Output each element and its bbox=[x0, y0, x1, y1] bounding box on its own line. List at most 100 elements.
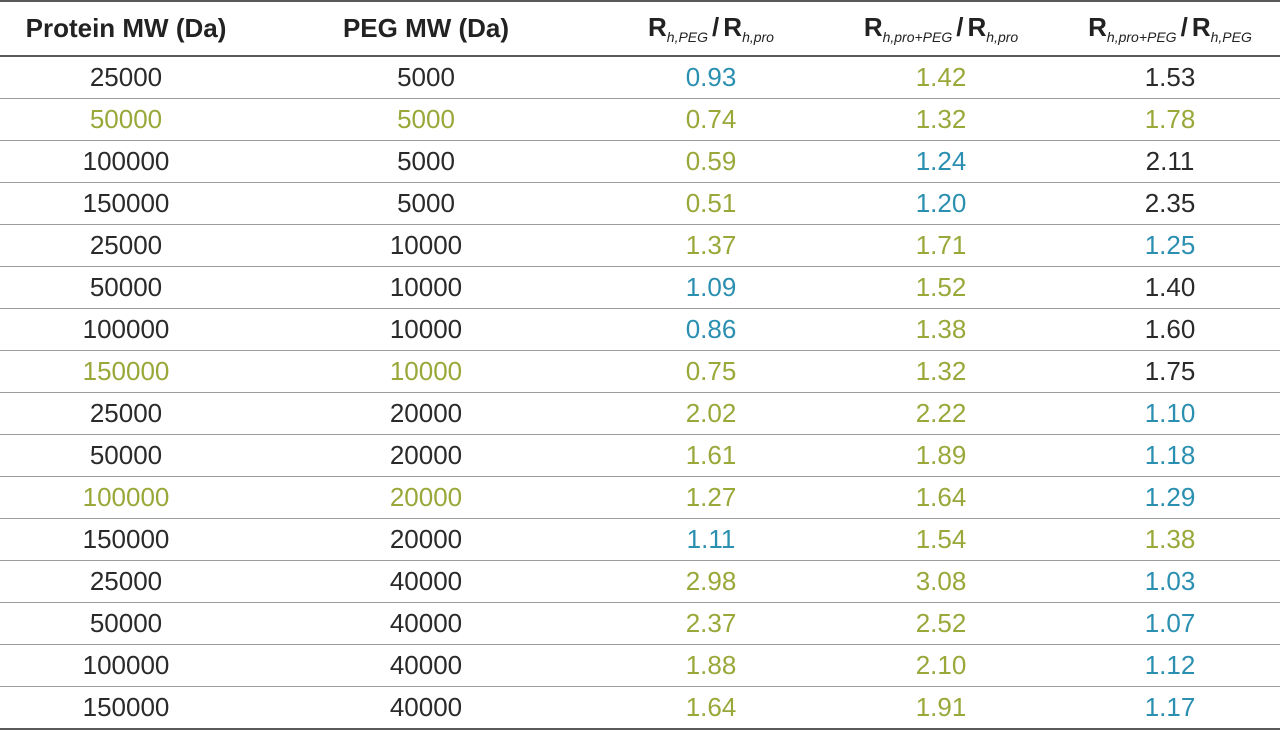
protein-mw-cell: 50000 bbox=[0, 98, 252, 141]
ratio3-cell: 1.07 bbox=[1060, 602, 1280, 645]
protein-mw-cell: 100000 bbox=[0, 308, 252, 351]
ratio1-cell: 1.11 bbox=[600, 518, 822, 561]
table-row: 25000 40000 2.98 3.08 1.03 bbox=[0, 560, 1280, 603]
ratio2-cell: 1.89 bbox=[822, 434, 1060, 477]
ratio3-num: R bbox=[1088, 12, 1107, 42]
ratio3-slash: / bbox=[1180, 12, 1188, 42]
peg-mw-cell: 5000 bbox=[252, 56, 600, 99]
ratio3-den: R bbox=[1191, 12, 1211, 42]
ratio3-cell: 1.17 bbox=[1060, 686, 1280, 730]
protein-mw-cell: 100000 bbox=[0, 140, 252, 183]
ratio2-cell: 1.42 bbox=[822, 56, 1060, 99]
protein-mw-cell: 25000 bbox=[0, 560, 252, 603]
ratio1-cell: 1.09 bbox=[600, 266, 822, 309]
table-row: 25000 5000 0.93 1.42 1.53 bbox=[0, 56, 1280, 99]
peg-mw-cell: 5000 bbox=[252, 140, 600, 183]
ratio1-cell: 2.37 bbox=[600, 602, 822, 645]
table-row: 50000 20000 1.61 1.89 1.18 bbox=[0, 434, 1280, 477]
ratio3-cell: 1.53 bbox=[1060, 56, 1280, 99]
header-ratio-propeg-over-peg: Rh,pro+PEG / Rh,PEG bbox=[1060, 0, 1280, 57]
table-body: 25000 5000 0.93 1.42 1.53 50000 5000 0.74 1.32 1.… bbox=[0, 56, 1280, 730]
ratio2-cell: 2.22 bbox=[822, 392, 1060, 435]
ratio3-cell: 1.03 bbox=[1060, 560, 1280, 603]
ratio2-cell: 3.08 bbox=[822, 560, 1060, 603]
ratio2-cell: 1.32 bbox=[822, 350, 1060, 393]
peg-mw-cell: 40000 bbox=[252, 644, 600, 687]
protein-mw-cell: 150000 bbox=[0, 182, 252, 225]
header-protein-mw: Protein MW (Da) bbox=[0, 0, 252, 57]
ratio2-num-sub: h,pro+PEG bbox=[882, 29, 953, 45]
table-row: 50000 5000 0.74 1.32 1.78 bbox=[0, 98, 1280, 141]
protein-mw-cell: 25000 bbox=[0, 392, 252, 435]
ratio1-cell: 2.02 bbox=[600, 392, 822, 435]
ratio2-num: R bbox=[863, 12, 883, 42]
table-row: 25000 20000 2.02 2.22 1.10 bbox=[0, 392, 1280, 435]
ratio2-den: R bbox=[967, 12, 987, 42]
ratio3-cell: 1.18 bbox=[1060, 434, 1280, 477]
ratio1-cell: 1.64 bbox=[600, 686, 822, 730]
ratio1-cell: 0.86 bbox=[600, 308, 822, 351]
ratio2-den-sub: h,pro bbox=[986, 29, 1019, 45]
peg-mw-cell: 40000 bbox=[252, 686, 600, 730]
peg-mw-cell: 20000 bbox=[252, 392, 600, 435]
peg-mw-cell: 10000 bbox=[252, 224, 600, 267]
ratio1-cell: 1.88 bbox=[600, 644, 822, 687]
table-row: 100000 40000 1.88 2.10 1.12 bbox=[0, 644, 1280, 687]
header-ratio-peg-over-pro: Rh,PEG / Rh,pro bbox=[600, 0, 822, 57]
header-ratio-propeg-over-pro: Rh,pro+PEG / Rh,pro bbox=[822, 0, 1060, 57]
protein-mw-cell: 150000 bbox=[0, 518, 252, 561]
protein-mw-cell: 25000 bbox=[0, 224, 252, 267]
ratio3-cell: 1.25 bbox=[1060, 224, 1280, 267]
ratio3-cell: 1.29 bbox=[1060, 476, 1280, 519]
table-row: 150000 5000 0.51 1.20 2.35 bbox=[0, 182, 1280, 225]
table-row: 50000 40000 2.37 2.52 1.07 bbox=[0, 602, 1280, 645]
protein-mw-cell: 50000 bbox=[0, 602, 252, 645]
peg-mw-cell: 40000 bbox=[252, 602, 600, 645]
peg-mw-cell: 10000 bbox=[252, 350, 600, 393]
ratio2-cell: 1.20 bbox=[822, 182, 1060, 225]
ratio1-cell: 0.74 bbox=[600, 98, 822, 141]
protein-mw-cell: 150000 bbox=[0, 350, 252, 393]
peg-mw-cell: 20000 bbox=[252, 518, 600, 561]
ratio3-den-sub: h,PEG bbox=[1210, 29, 1252, 45]
table-row: 50000 10000 1.09 1.52 1.40 bbox=[0, 266, 1280, 309]
table-row: 25000 10000 1.37 1.71 1.25 bbox=[0, 224, 1280, 267]
ratio3-cell: 1.38 bbox=[1060, 518, 1280, 561]
ratio2-cell: 1.71 bbox=[822, 224, 1060, 267]
ratio3-cell: 2.35 bbox=[1060, 182, 1280, 225]
ratio3-cell: 1.75 bbox=[1060, 350, 1280, 393]
peg-mw-cell: 10000 bbox=[252, 266, 600, 309]
ratio1-cell: 0.51 bbox=[600, 182, 822, 225]
ratio1-cell: 0.59 bbox=[600, 140, 822, 183]
ratio1-num-sub: h,PEG bbox=[666, 29, 709, 45]
ratio3-num-sub: h,pro+PEG bbox=[1106, 29, 1177, 45]
ratio1-den: R bbox=[723, 12, 743, 42]
ratio1-cell: 0.75 bbox=[600, 350, 822, 393]
ratio3-cell: 1.10 bbox=[1060, 392, 1280, 435]
table-row: 150000 40000 1.64 1.91 1.17 bbox=[0, 686, 1280, 730]
ratio2-cell: 1.32 bbox=[822, 98, 1060, 141]
ratio2-cell: 1.64 bbox=[822, 476, 1060, 519]
table-row: 100000 5000 0.59 1.24 2.11 bbox=[0, 140, 1280, 183]
header-peg-mw: PEG MW (Da) bbox=[252, 0, 600, 57]
peg-mw-cell: 5000 bbox=[252, 98, 600, 141]
protein-mw-cell: 25000 bbox=[0, 56, 252, 99]
ratio2-slash: / bbox=[956, 12, 964, 42]
ratio1-num: R bbox=[648, 12, 667, 42]
protein-mw-cell: 150000 bbox=[0, 686, 252, 730]
ratio2-cell: 2.10 bbox=[822, 644, 1060, 687]
table-row: 150000 10000 0.75 1.32 1.75 bbox=[0, 350, 1280, 393]
ratio1-cell: 1.61 bbox=[600, 434, 822, 477]
table-row: 100000 20000 1.27 1.64 1.29 bbox=[0, 476, 1280, 519]
peg-mw-cell: 10000 bbox=[252, 308, 600, 351]
header-row: Protein MW (Da) PEG MW (Da) Rh,PEG / Rh,pr… bbox=[0, 0, 1280, 57]
ratio2-cell: 1.91 bbox=[822, 686, 1060, 730]
peg-mw-cell: 5000 bbox=[252, 182, 600, 225]
protein-mw-cell: 100000 bbox=[0, 644, 252, 687]
protein-mw-cell: 100000 bbox=[0, 476, 252, 519]
ratio2-cell: 2.52 bbox=[822, 602, 1060, 645]
ratio3-cell: 2.11 bbox=[1060, 140, 1280, 183]
peg-mw-cell: 20000 bbox=[252, 434, 600, 477]
ratio2-cell: 1.52 bbox=[822, 266, 1060, 309]
